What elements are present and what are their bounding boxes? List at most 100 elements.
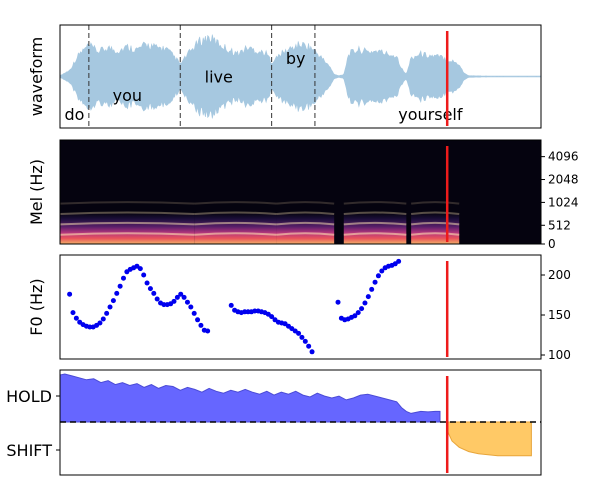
f0-ytick-label-2: 200 [548, 268, 571, 282]
shift-area [446, 421, 532, 457]
waveform-frame [59, 24, 542, 129]
mel-band-1-2 [194, 211, 277, 215]
f0-point-80 [379, 268, 385, 274]
mel-band-3-3 [343, 201, 407, 205]
mel-ytick-label-1: 512 [548, 218, 571, 232]
f0-ytick-label-0: 100 [548, 348, 571, 362]
f0-point-9 [97, 320, 103, 326]
f0-point-24 [147, 286, 153, 292]
f0-point-16 [120, 275, 126, 281]
mel-band-3-1 [343, 221, 407, 226]
f0-point-78 [372, 279, 378, 285]
f0-group [67, 258, 402, 355]
mel-band-4-0 [411, 232, 460, 236]
mel-segment-2 [276, 212, 335, 244]
mel-band-2-1 [276, 221, 335, 226]
f0-point-85 [396, 258, 402, 264]
word-label-by: by [286, 49, 306, 68]
f0-point-41 [205, 328, 211, 334]
f0-point-74 [359, 306, 365, 312]
mel-band-4-3 [411, 201, 460, 205]
f0-point-33 [178, 291, 184, 297]
turn-ytick-label-shift: SHIFT [6, 441, 52, 460]
f0-point-42 [228, 302, 234, 308]
f0-point-22 [141, 272, 147, 278]
mel-band-0-2 [59, 211, 195, 215]
mel-ytick-label-3: 2048 [548, 173, 579, 187]
f0-point-39 [198, 322, 204, 328]
f0-point-35 [184, 299, 190, 305]
f0-ylabel: F0 (Hz) [27, 278, 46, 335]
mel-band-1-1 [194, 221, 277, 226]
f0-point-72 [352, 313, 358, 319]
f0-ytick-label-1: 150 [548, 308, 571, 322]
f0-point-37 [191, 310, 197, 316]
f0-point-66 [309, 349, 315, 355]
mel-band-3-0 [343, 232, 407, 236]
f0-point-36 [188, 304, 194, 310]
mel-ytick-label-0: 0 [548, 237, 556, 251]
f0-point-23 [144, 280, 150, 286]
word-label-do: do [64, 105, 84, 124]
word-label-yourself: yourself [398, 105, 463, 124]
turn-ytick-label-hold: HOLD [6, 387, 52, 406]
f0-point-1 [70, 310, 76, 316]
mel-group [59, 140, 541, 244]
mel-ylabel: Mel (Hz) [27, 159, 46, 225]
f0-point-26 [154, 296, 160, 302]
f0-point-0 [67, 291, 73, 297]
turn-frame [59, 369, 542, 476]
mel-band-4-2 [411, 211, 460, 215]
waveform-ylabel: waveform [27, 37, 46, 117]
f0-point-12 [107, 304, 113, 310]
f0-point-79 [375, 273, 381, 279]
f0-point-77 [369, 286, 375, 292]
f0-point-54 [269, 314, 275, 320]
f0-point-32 [174, 294, 180, 300]
f0-point-75 [362, 300, 368, 306]
f0-point-21 [137, 266, 143, 272]
f0-point-67 [335, 299, 341, 305]
f0-point-73 [355, 310, 361, 316]
mel-band-0-0 [59, 232, 195, 236]
mel-segment-4 [411, 212, 460, 244]
f0-frame [59, 254, 542, 360]
mel-segment-1 [194, 212, 277, 244]
mel-band-3-2 [343, 211, 407, 215]
f0-point-64 [302, 338, 308, 344]
mel-band-2-3 [276, 201, 335, 205]
word-label-live: live [205, 68, 233, 87]
f0-point-34 [181, 294, 187, 300]
mel-band-2-2 [276, 211, 335, 215]
f0-point-62 [296, 330, 302, 336]
mel-segment-0 [60, 212, 195, 244]
f0-point-31 [171, 298, 177, 304]
f0-point-10 [100, 316, 106, 322]
mel-band-0-3 [59, 201, 195, 205]
mel-band-2-0 [276, 232, 335, 236]
f0-point-76 [365, 294, 371, 300]
f0-point-2 [73, 315, 79, 321]
f0-point-11 [104, 310, 110, 316]
mel-ytick-label-2: 1024 [548, 195, 579, 209]
f0-point-13 [110, 298, 116, 304]
f0-point-15 [117, 283, 123, 289]
mel-band-4-1 [411, 221, 460, 226]
f0-point-65 [306, 343, 312, 349]
word-label-you: you [113, 86, 142, 105]
mel-segment-3 [343, 212, 407, 244]
f0-point-38 [195, 317, 201, 323]
mel-ytick-label-4: 4096 [548, 150, 579, 164]
waveform-area [59, 34, 542, 119]
hold-area [59, 373, 441, 423]
waveform-group: do you live by yourself [59, 25, 542, 128]
f0-point-25 [151, 290, 157, 296]
mel-band-1-3 [194, 201, 277, 205]
mel-band-0-1 [59, 221, 195, 226]
turn-group [59, 373, 541, 457]
mel-band-1-0 [194, 232, 277, 236]
f0-point-63 [299, 334, 305, 340]
mel-frame [59, 139, 542, 245]
